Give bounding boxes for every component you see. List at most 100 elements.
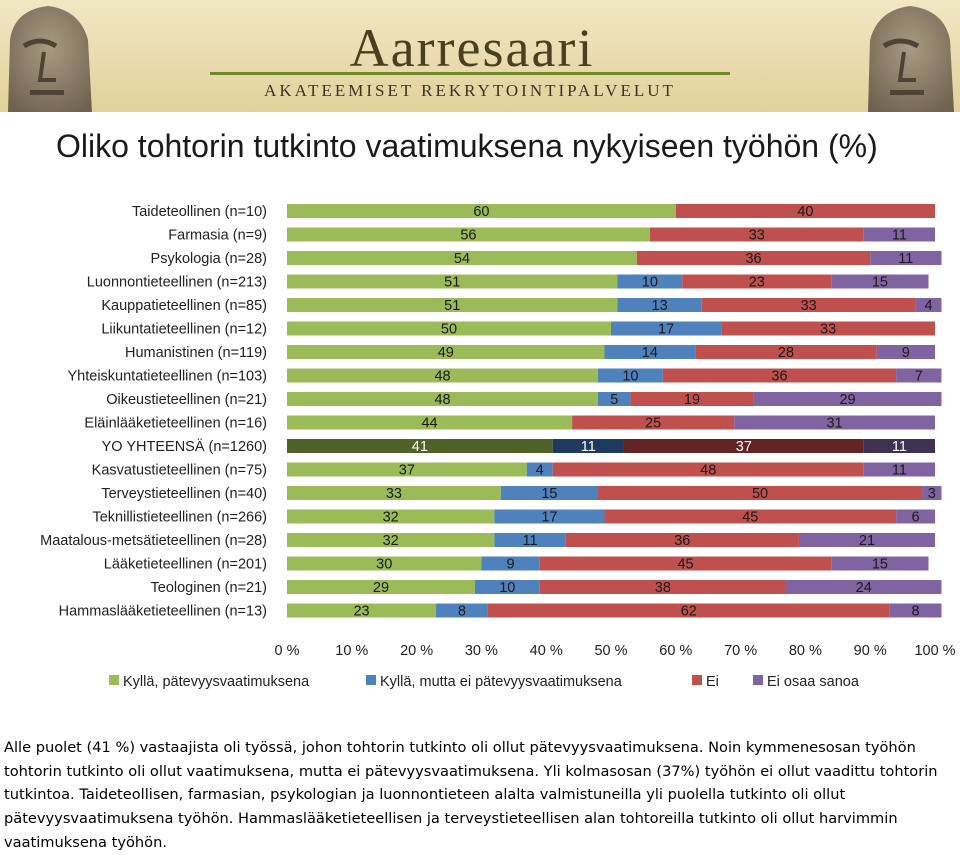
x-tick-label: 60 % (659, 643, 692, 659)
bar-segment (636, 251, 871, 265)
bar-segment (915, 298, 942, 312)
bar-segment (831, 556, 929, 571)
data-label: 44 (421, 416, 437, 432)
bar-segment (604, 345, 696, 359)
data-label: 9 (902, 345, 910, 361)
logo-tagline: AKATEEMISET REKRYTOINTIPALVELUT (264, 81, 676, 100)
data-label: 9 (507, 557, 515, 573)
data-label: 31 (826, 416, 842, 432)
bar-segment (287, 392, 599, 406)
legend-swatch (753, 675, 763, 685)
bar-segment (287, 509, 495, 524)
data-label: 8 (458, 604, 466, 620)
logo-divider (210, 72, 730, 75)
data-label: 29 (373, 580, 389, 596)
data-label: 33 (801, 298, 817, 314)
data-label: 10 (499, 580, 515, 596)
data-label: 36 (771, 369, 787, 385)
data-label: 40 (797, 204, 813, 220)
legend-label: Ei (706, 674, 719, 690)
data-label: 50 (441, 322, 457, 338)
bar-segment (287, 227, 650, 242)
data-label: 15 (872, 275, 888, 291)
data-label: 62 (681, 604, 697, 620)
category-label: Kasvatustieteellinen (n=75) (92, 463, 267, 479)
data-label: 33 (386, 486, 402, 502)
summary-text: Alle puolet (41 %) vastaajista oli työss… (4, 739, 938, 851)
data-label: 4 (924, 298, 932, 314)
data-label: 25 (645, 416, 661, 432)
data-label: 48 (700, 463, 716, 479)
bar-segment (565, 533, 799, 547)
bar-segment (785, 580, 942, 594)
bar-segment (500, 486, 599, 500)
category-label: Yhteiskuntatieteellinen (n=103) (67, 369, 267, 385)
category-label: Taideteollinen (n=10) (132, 204, 267, 220)
category-label: Hammaslääketieteellinen (n=13) (59, 604, 267, 620)
bar-segment (675, 204, 935, 218)
category-label: Teologinen (n=21) (151, 580, 268, 596)
bar-segment (863, 462, 935, 477)
logo-wordmark: Aarresaari (350, 18, 595, 78)
bar-segment (474, 580, 540, 594)
bar-segment (695, 345, 877, 359)
data-label: 21 (859, 533, 875, 549)
data-label: 15 (872, 557, 888, 573)
bar-segment (896, 368, 942, 383)
bar-segment (494, 509, 605, 524)
bar-segment (721, 321, 935, 336)
category-label: Kauppatieteellinen (n=85) (101, 298, 267, 314)
data-label: 23 (749, 275, 765, 291)
data-label: 11 (892, 228, 907, 244)
data-label: 24 (856, 580, 872, 596)
brand-logo: Aarresaari AKATEEMISET REKRYTOINTIPALVEL… (0, 0, 960, 112)
x-tick-label: 40 % (530, 643, 563, 659)
bar-segment (617, 274, 683, 289)
bar-segment (287, 321, 611, 336)
x-tick-label: 90 % (854, 643, 887, 659)
data-label: 8 (912, 604, 920, 620)
bar-segment (552, 439, 624, 453)
bar-segment (539, 580, 786, 594)
bar-segment (598, 368, 663, 383)
legend-label: Kyllä, pätevyysvaatimuksena (123, 674, 310, 690)
data-label: 51 (444, 275, 460, 291)
bar-segment (863, 439, 935, 453)
logo-graphic: Aarresaari AKATEEMISET REKRYTOINTIPALVEL… (0, 0, 960, 112)
data-label: 23 (353, 604, 369, 620)
bar-segment (889, 603, 942, 618)
legend-swatch (692, 675, 702, 685)
data-label: 5 (610, 392, 618, 408)
bar-segment (611, 321, 722, 336)
statue-head-right-icon (868, 6, 954, 112)
data-label: 10 (622, 369, 638, 385)
bar-segment (623, 439, 864, 453)
legend-label: Kyllä, mutta ei pätevyysvaatimuksena (380, 674, 623, 690)
category-label: Liikuntatieteellinen (n=12) (101, 322, 267, 338)
bar-segment (287, 251, 637, 265)
data-label: 19 (684, 392, 700, 408)
data-label: 56 (460, 228, 476, 244)
bar-segment (753, 392, 942, 406)
data-label: 30 (376, 557, 392, 573)
category-label: YO YHTEENSÄ (n=1260) (102, 438, 267, 455)
data-label: 33 (749, 228, 765, 244)
stacked-bar-chart: Taideteollinen (n=10) 60 40 Farmasia (n=9) 5… (40, 204, 956, 690)
bar-segment (552, 462, 864, 477)
bar-segment (287, 204, 676, 218)
data-label: 32 (383, 533, 399, 549)
data-label: 6 (912, 510, 920, 526)
bar-segment (896, 509, 935, 524)
data-label: 32 (383, 510, 399, 526)
bar-segment (494, 533, 566, 547)
data-label: 54 (454, 251, 470, 267)
bar-segment (572, 415, 735, 430)
data-label: 60 (473, 204, 489, 220)
bar-segment (863, 227, 935, 242)
bar-segment (287, 274, 618, 289)
data-label: 3 (928, 486, 936, 502)
bar-segment (649, 227, 864, 242)
bar-segment (734, 415, 935, 430)
bar-segment (701, 298, 916, 312)
legend-label: Ei osaa sanoa (767, 674, 860, 690)
